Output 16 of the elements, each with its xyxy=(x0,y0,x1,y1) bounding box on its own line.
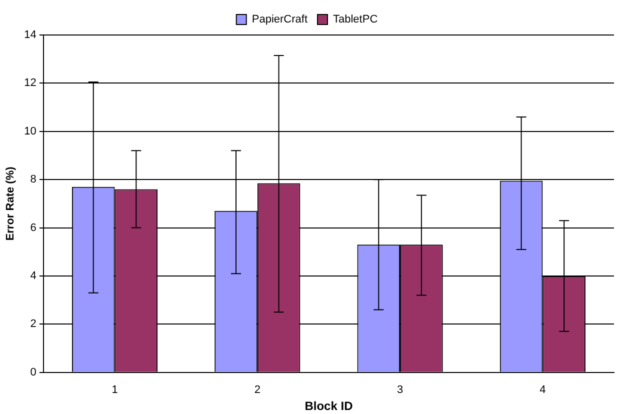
x-tick-label: 1 xyxy=(112,384,118,396)
y-tick-label: 14 xyxy=(24,29,36,42)
y-tick-label: 0 xyxy=(30,366,36,378)
y-tick-label: 12 xyxy=(24,77,36,90)
y-tick-label: 2 xyxy=(30,318,36,330)
y-tick-label: 6 xyxy=(30,222,36,234)
x-tick-label: 4 xyxy=(540,384,546,396)
x-axis-title: Block ID xyxy=(304,399,354,414)
legend-label: TabletPC xyxy=(333,14,378,26)
y-tick-label: 8 xyxy=(30,174,36,186)
x-tick-label: 2 xyxy=(254,384,260,396)
legend-label: PapierCraft xyxy=(252,14,308,26)
y-tick-label: 4 xyxy=(30,270,36,282)
x-tick-label: 3 xyxy=(396,384,404,396)
y-axis-title: Error Rate (%) xyxy=(4,166,17,241)
y-tick-label: 10 xyxy=(24,125,36,138)
